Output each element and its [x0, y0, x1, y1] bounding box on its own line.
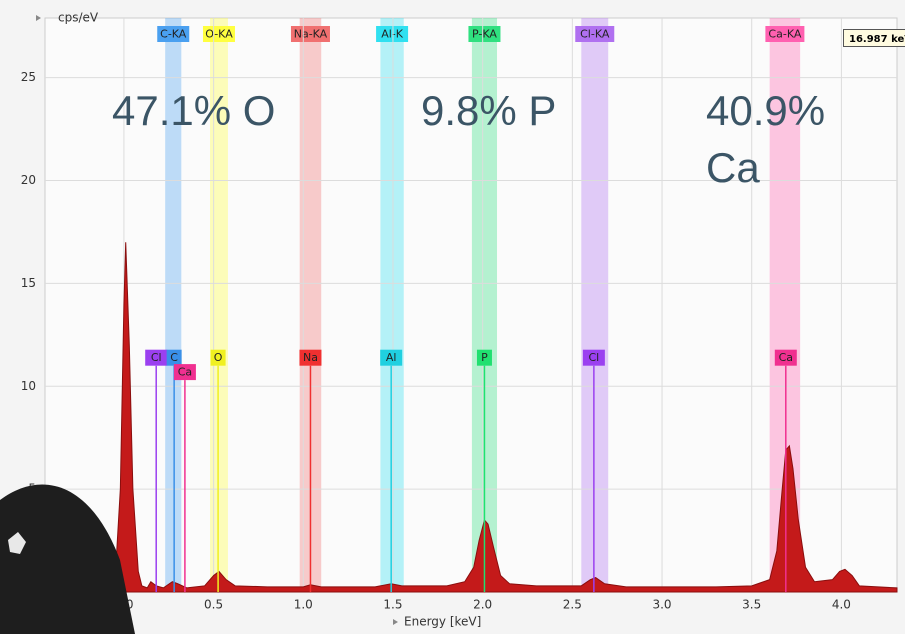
element-band-label: P-KA	[472, 28, 497, 41]
element-band	[380, 18, 403, 592]
element-band-label: C-KA	[160, 28, 187, 41]
y-tick-label: 20	[21, 173, 36, 187]
element-marker-label: Cl	[588, 351, 599, 364]
element-marker-label: Ca	[178, 366, 192, 379]
x-tick-label: 1.5	[383, 598, 402, 612]
element-marker-label: C	[170, 351, 178, 364]
axis-arrow	[36, 15, 41, 21]
annotation: 47.1% O	[112, 87, 275, 134]
element-marker-label: O	[214, 351, 223, 364]
element-band	[581, 18, 608, 592]
chart: C-KAO-KANa-KAAl-KP-KACl-KACa-KA ClCCaONa…	[0, 0, 905, 634]
annotation: 40.9%	[706, 87, 825, 134]
x-tick-label: 1.0	[294, 598, 313, 612]
element-band-label: Cl-KA	[580, 28, 610, 41]
x-tick-label: 4.0	[832, 598, 851, 612]
element-band-label: O-KA	[205, 28, 233, 41]
y-tick-label: 15	[21, 276, 36, 290]
x-axis-label: Energy [keV]	[404, 615, 481, 629]
x-tick-label: 3.0	[652, 598, 671, 612]
element-band-label: Al-K	[381, 28, 404, 41]
element-marker-label: Na	[303, 351, 318, 364]
x-tick-label: 2.5	[563, 598, 582, 612]
cursor-box: 16.987 keV	[844, 30, 905, 47]
x-tick-label: 3.5	[742, 598, 761, 612]
element-band-label: Ca-KA	[768, 28, 801, 41]
element-marker-label: P	[481, 351, 488, 364]
element-marker-label: Al	[386, 351, 397, 364]
cursor-label: 16.987 keV	[849, 34, 905, 45]
y-tick-label: 10	[21, 379, 36, 393]
axis-arrow	[393, 619, 398, 625]
annotation: 9.8% P	[421, 87, 556, 134]
x-tick-label: 2.0	[473, 598, 492, 612]
element-marker-label: Ca	[779, 351, 793, 364]
element-marker-label: Cl	[151, 351, 162, 364]
annotation: Ca	[706, 144, 760, 191]
y-tick-label: 25	[21, 70, 36, 84]
element-band-label: Na-KA	[294, 28, 328, 41]
x-tick-label: 0.5	[204, 598, 223, 612]
y-axis-label: cps/eV	[58, 11, 99, 25]
